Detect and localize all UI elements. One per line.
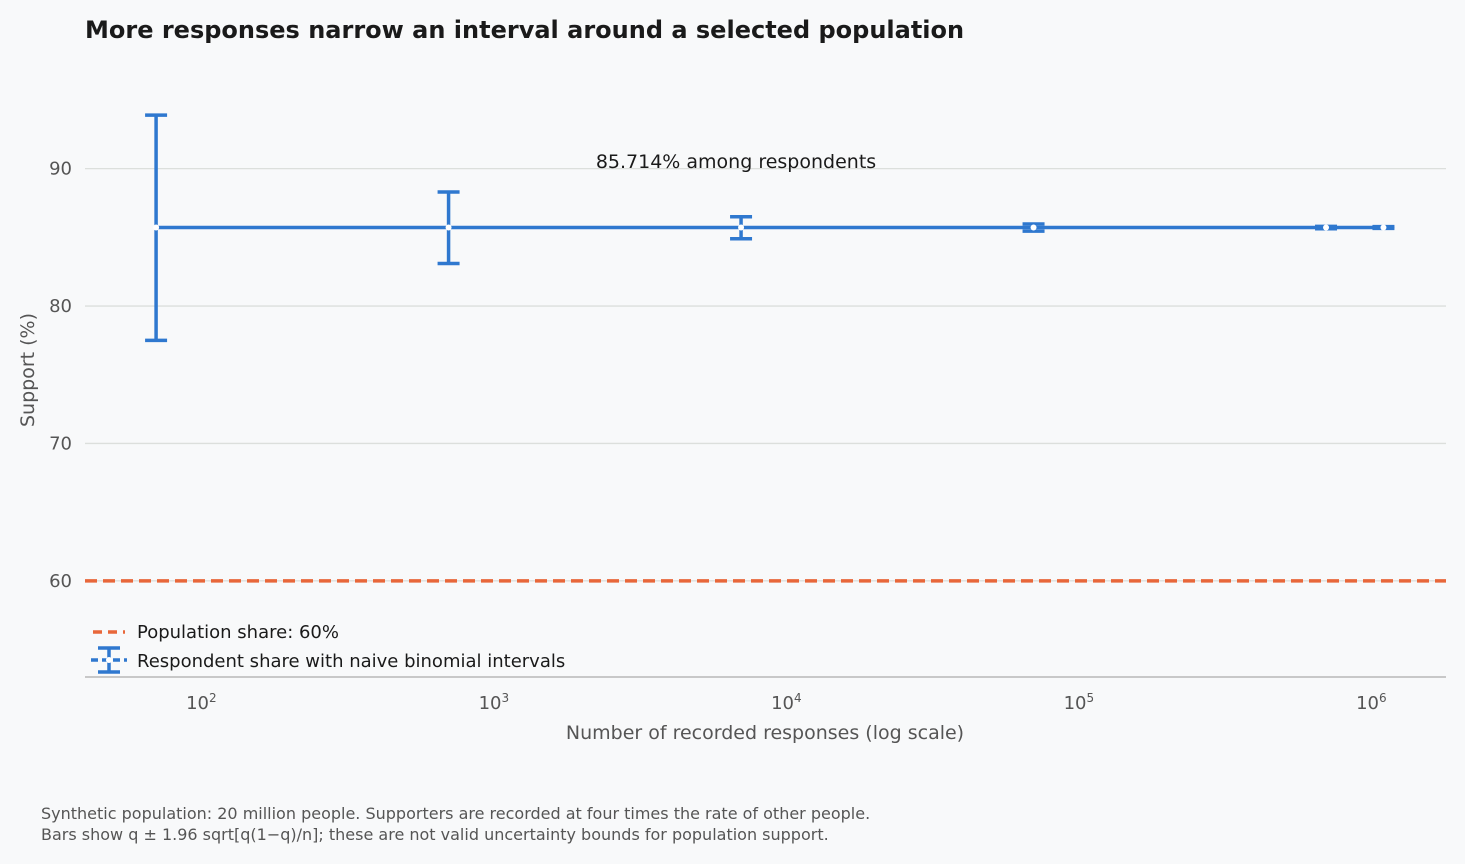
- data-point-0: [153, 224, 160, 231]
- y-axis-label: Support (%): [17, 313, 39, 427]
- caption-line-2: Bars show q ± 1.96 sqrt[q(1−q)/n]; these…: [41, 825, 829, 844]
- legend: Population share: 60% Respondent share w…: [91, 622, 565, 674]
- annotation: 85.714% among respondents: [596, 151, 876, 173]
- series-group: [145, 113, 1395, 343]
- y-tick-label-60: 60: [49, 571, 72, 592]
- legend-label-respondent: Respondent share with naive binomial int…: [137, 651, 565, 672]
- y-tick-label-90: 90: [49, 159, 72, 180]
- legend-swatch-respondent: [91, 646, 127, 674]
- error-bar-4: [1315, 224, 1338, 231]
- data-point-5: [1380, 224, 1387, 231]
- error-bar-3: [1022, 222, 1045, 233]
- error-bar-1: [437, 190, 460, 266]
- x-tick-label-2: 102: [186, 691, 217, 714]
- grid: [85, 168, 1446, 582]
- axes: 60 70 80 90 102 103 104 105 106: [49, 159, 1446, 714]
- x-tick-label-5: 105: [1064, 691, 1095, 714]
- error-bar-0: [145, 113, 168, 343]
- data-point-4: [1323, 224, 1330, 231]
- x-axis-label: Number of recorded responses (log scale): [566, 722, 964, 744]
- error-bar-2: [730, 214, 753, 241]
- chart-title: More responses narrow an interval around…: [85, 16, 964, 44]
- caption-line-1: Synthetic population: 20 million people.…: [41, 804, 871, 823]
- data-point-3: [1030, 224, 1037, 231]
- data-point-1: [445, 224, 452, 231]
- y-tick-label-80: 80: [49, 296, 72, 317]
- data-point-2: [738, 224, 745, 231]
- legend-label-population: Population share: 60%: [137, 622, 339, 643]
- error-bar-5: [1372, 224, 1395, 231]
- x-tick-label-3: 103: [479, 691, 510, 714]
- x-tick-label-6: 106: [1356, 691, 1387, 714]
- y-tick-label-70: 70: [49, 433, 72, 454]
- caption: Synthetic population: 20 million people.…: [41, 803, 870, 845]
- x-tick-label-4: 104: [771, 691, 802, 714]
